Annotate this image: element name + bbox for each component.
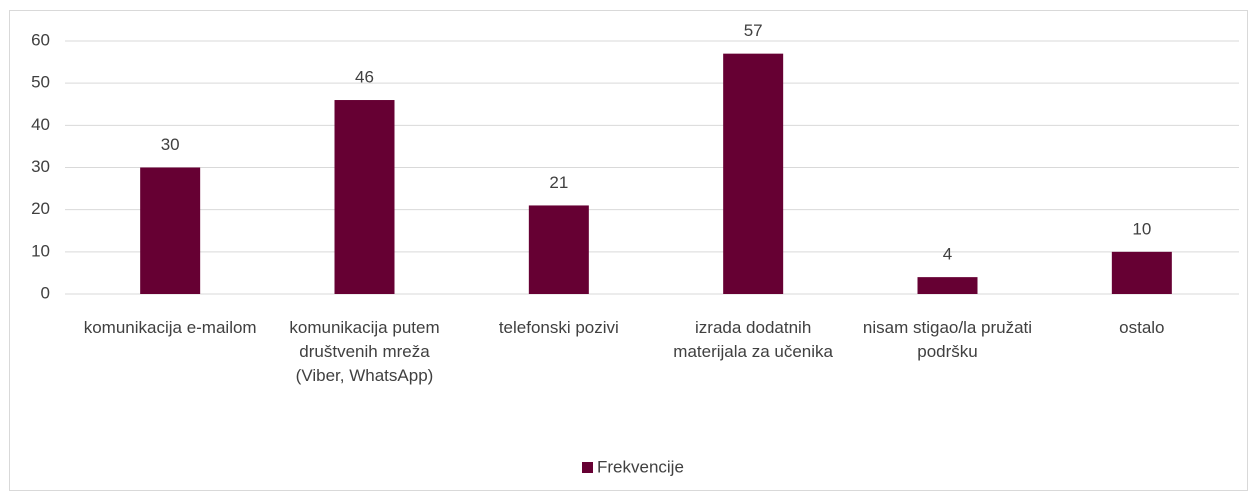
y-tick-label: 20 [31, 199, 50, 218]
y-tick-label: 50 [31, 73, 50, 92]
bar [723, 53, 784, 295]
y-tick-label: 0 [41, 283, 50, 302]
y-tick-label: 60 [31, 30, 50, 49]
bar [140, 167, 201, 294]
x-tick-label: izrada dodatnih materijala za učenika [673, 318, 833, 361]
x-tick-label: komunikacija putem društvenih mreža (Vib… [289, 318, 440, 385]
legend-label: Frekvencije [597, 457, 684, 476]
x-tick-label: nisam stigao/la pružati podršku [862, 318, 1033, 361]
value-label: 4 [943, 245, 952, 264]
value-label: 46 [355, 68, 374, 87]
value-label: 21 [549, 173, 568, 192]
value-label: 57 [744, 21, 763, 40]
value-label: 30 [161, 135, 180, 154]
bar [528, 205, 589, 294]
x-tick-label: ostalo [1119, 318, 1165, 337]
chart-border [9, 10, 1248, 491]
x-tick-label: komunikacija e-mailom [83, 318, 257, 337]
bar [334, 100, 395, 295]
legend-swatch [582, 462, 593, 473]
x-tick-label: telefonski pozivi [498, 318, 619, 337]
bar [1111, 251, 1172, 294]
bar [917, 277, 978, 294]
value-label: 10 [1132, 219, 1151, 238]
y-tick-label: 30 [31, 157, 50, 176]
y-tick-label: 40 [31, 115, 50, 134]
y-tick-label: 10 [31, 241, 50, 260]
